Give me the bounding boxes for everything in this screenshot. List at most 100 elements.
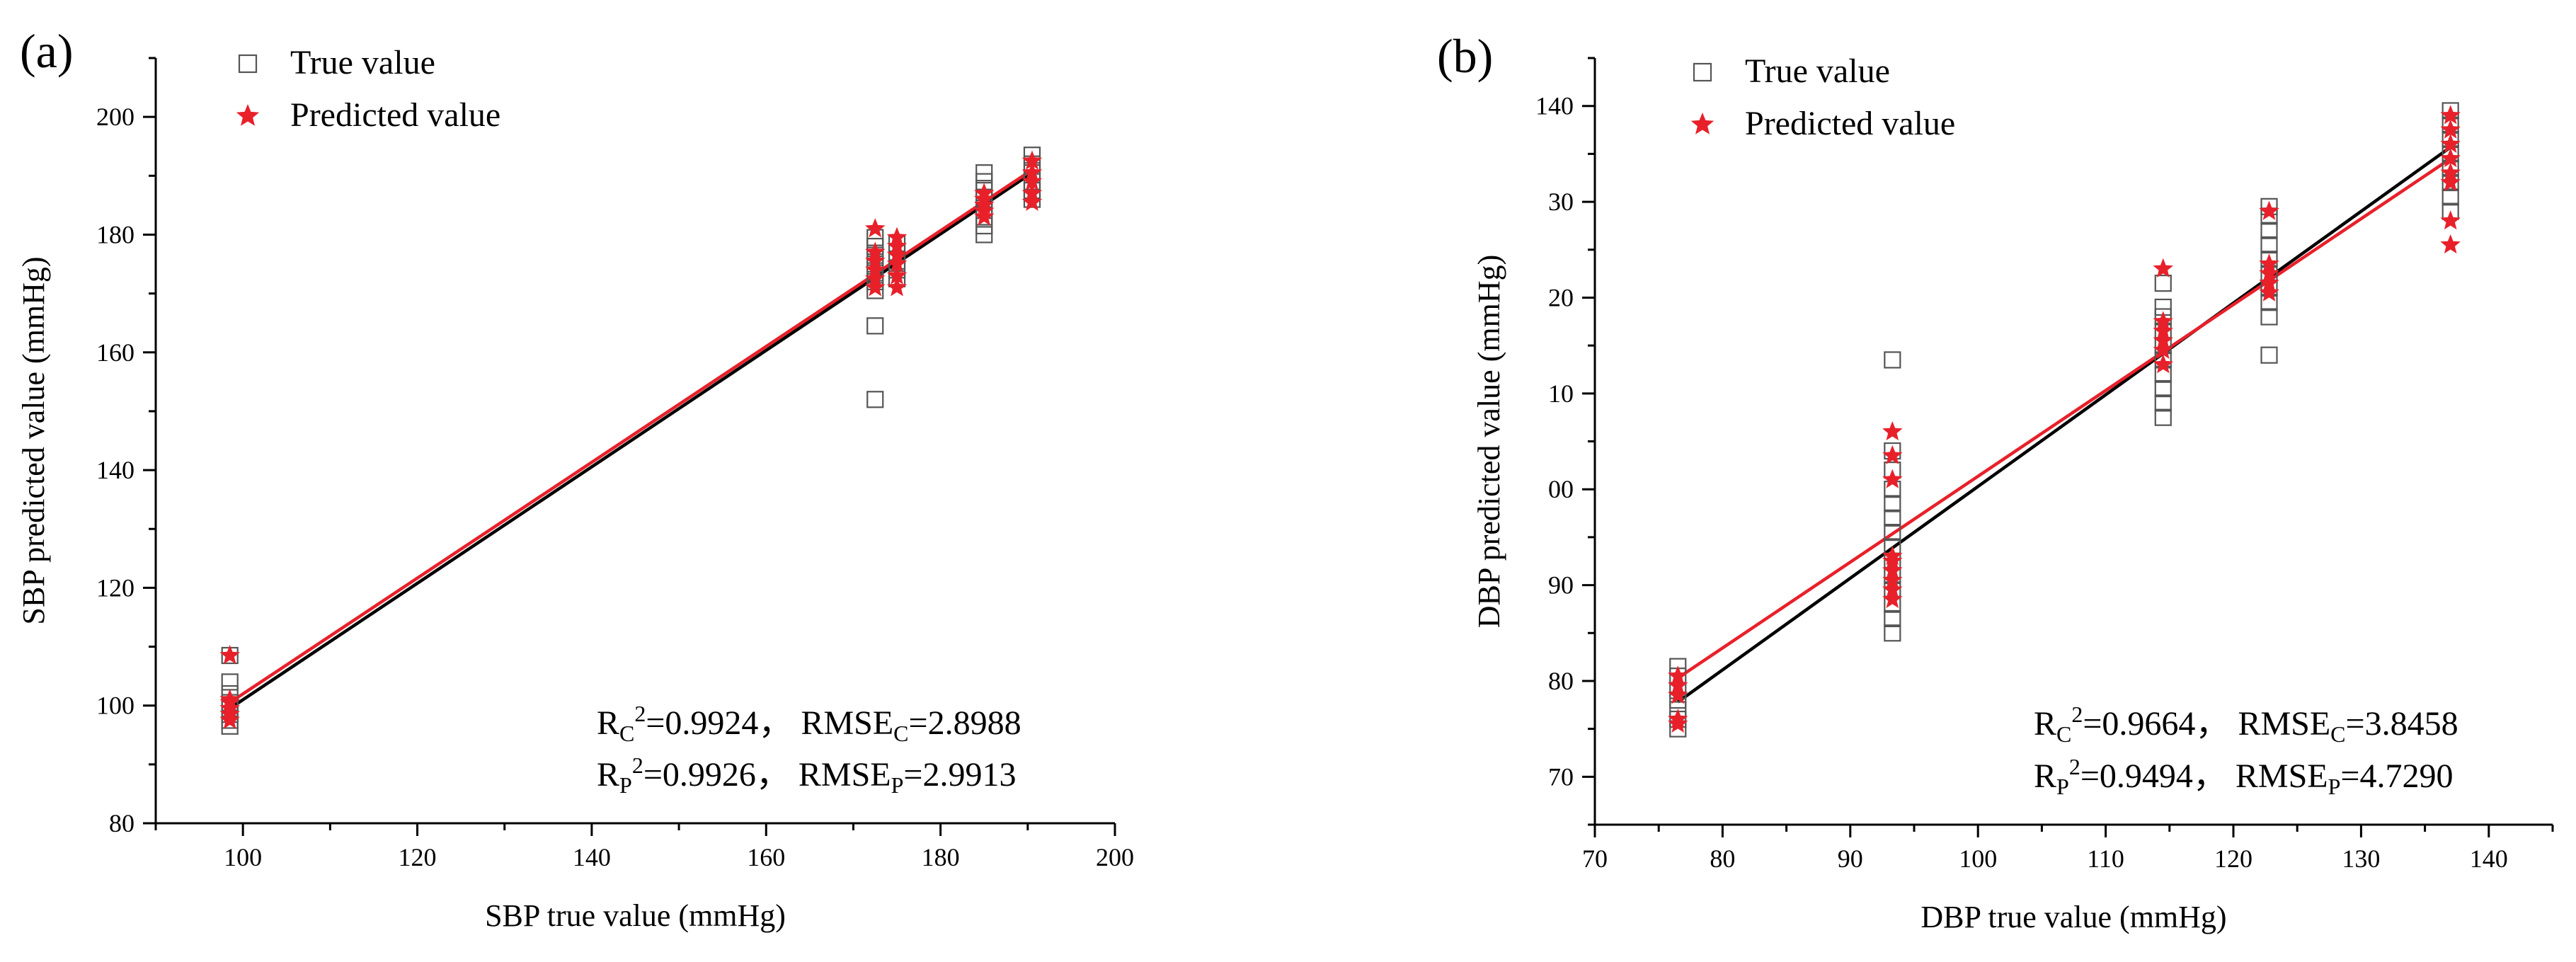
true-value-point [1884,495,1901,513]
true-value-point [2260,222,2278,239]
stat-rmse-sub: C [2330,721,2345,747]
predicted-value-point [2259,263,2279,282]
true-value-point [975,226,993,244]
legend-predicted-label: Predicted value [1745,105,1955,142]
stat-r-sup: 2 [2069,754,2080,779]
true-value-point [2154,275,2172,292]
legend-true-marker [238,54,258,74]
x-tick-label: 180 [922,843,960,871]
predicted-value-point [886,244,908,264]
stats-line: RC2=0.9924， RMSEC=2.8988 [597,701,1021,746]
stat-rmse-sub: C [893,721,908,746]
predicted-value-point [886,277,908,297]
predicted-value-point [1882,560,1903,580]
panel-a: 100 120 140 160 180 200 80 100 120 140 160 180 200 SB… [16,24,1134,933]
predicted-value-point [219,689,240,709]
x-tick-label: 110 [2087,844,2124,873]
y-tick-label: 120 [96,573,134,602]
x-tick-label: 140 [573,843,611,871]
predicted-value-point [1021,191,1043,211]
true-value-point [2260,346,2278,364]
x-axis-label: SBP true value (mmHg) [485,898,786,933]
predicted-value-point [1882,469,1903,488]
predicted-value-point [2440,148,2461,168]
legend: True value Predicted value [236,44,500,134]
predicted-value-point [1668,675,1688,694]
predicted-value-point [886,236,908,256]
predicted-value-point [1882,445,1903,464]
x-tick-label: 130 [2342,844,2380,873]
predicted-value-point [865,250,886,270]
predicted-value-point [1021,183,1043,202]
panel-label: (a) [20,24,73,78]
predicted-value-point [865,277,886,297]
predicted-value-point [865,241,886,261]
stat-r-value: =0.9924， [646,704,792,742]
predicted-value-point [974,194,995,214]
predicted-value-point [1021,171,1043,190]
stat-r-sub: C [619,721,634,746]
predicted-value-point [2440,210,2461,230]
predicted-value-point [886,227,908,246]
predicted-value-point [2259,273,2279,292]
x-axis-label: DBP true value (mmHg) [1920,900,2226,934]
predicted-value-point [219,709,240,729]
x-tick-label: 90 [1838,844,1863,873]
stat-r-sup: 2 [634,701,646,726]
predicted-value-point [2440,133,2461,153]
legend-true-label: True value [290,44,435,81]
predicted-value-point [974,200,995,220]
panel-b: 70 80 90 100 110 120 130 140 70 80 90 00 10 20 30 140 DB… [1437,29,2554,934]
fit-line-black [1676,146,2451,704]
true-value-point [866,317,884,335]
y-tick-label: 80 [1548,667,1574,695]
y-tick-label: 80 [109,809,134,837]
true-value-point [2260,308,2278,326]
predicted-value-point [1668,685,1688,704]
true-value-point [2442,188,2459,206]
y-tick-label: 160 [96,338,134,367]
stat-rmse-value: =3.8458 [2346,705,2458,743]
predicted-value-point [1882,579,1903,599]
stat-rmse-base: RMSE [801,704,893,742]
predicted-value-point [865,268,886,287]
y-tick-label: 200 [96,103,134,131]
stat-rmse-sub: P [891,772,904,798]
x-tick-label: 100 [224,843,262,871]
predicted-value-point [2153,320,2173,340]
predicted-value-point [1882,588,1903,608]
x-tick-label: 80 [1710,844,1735,873]
stat-rmse-sub: P [2328,774,2341,799]
stat-r-base: R [2034,757,2056,795]
predicted-value-point [2440,172,2461,192]
true-value-point [1884,524,1901,542]
y-tick-label: 100 [96,692,134,720]
y-tick-label: 70 [1548,762,1574,791]
predicted-value-point [2440,119,2461,139]
x-tick-label: 120 [2214,844,2252,873]
predicted-value-point [2153,311,2173,331]
predicted-value-point [886,253,908,273]
stat-r-value: =0.9926， [643,756,790,794]
stat-rmse-value: =2.9913 [903,756,1016,794]
stat-r-sup: 2 [632,752,643,778]
stat-rmse-value: =2.8988 [909,704,1021,742]
predicted-value-point [865,218,886,238]
predicted-value-point [219,697,240,717]
legend-true-label: True value [1745,52,1890,90]
predicted-value-point [2259,282,2279,302]
y-tick-label: 140 [1535,92,1574,120]
stat-r-sub: C [2056,721,2071,747]
stats-line: RP2=0.9494， RMSEP=4.7290 [2034,754,2453,799]
true-value-point [2154,394,2172,412]
predicted-value-point [974,183,995,202]
y-tick-label: 30 [1548,188,1574,216]
predicted-value-point [1882,569,1903,589]
stat-r-base: R [597,756,619,794]
predicted-value-point [974,206,995,226]
predicted-value-point [2259,253,2279,273]
stat-r-sub: P [2056,774,2069,799]
stat-rmse-base: RMSE [2236,757,2328,795]
fit-line-red [1677,157,2451,680]
